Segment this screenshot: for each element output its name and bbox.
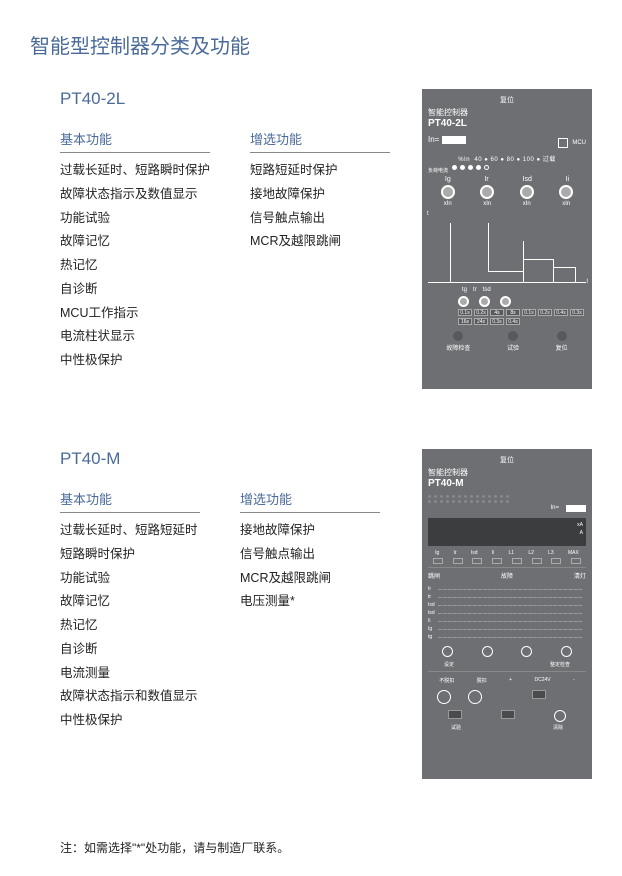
dev-model: PT40-2L <box>428 118 586 129</box>
list-item: 过载长延时、短路瞬时保护 <box>60 159 210 183</box>
setting-grid: 0.1s0.2s4s8s0.1s0.2s0.4s0.3s16s24s0.3s0.… <box>428 309 586 325</box>
port-clear[interactable] <box>554 710 566 722</box>
reset-label: 复位 <box>428 95 586 105</box>
list-item: 短路瞬时保护 <box>60 543 200 567</box>
list-item: 故障记忆 <box>60 590 200 614</box>
basic-title: 基本功能 <box>60 129 210 153</box>
dial-ir[interactable] <box>480 185 494 199</box>
device-panel-2l: 复位 智能控制器 PT40-2L In= MCU %In 40 ● 60 ● 8… <box>422 89 592 389</box>
optional-list: 接地故障保护信号触点输出MCR及越限跳闸电压测量* <box>240 519 380 614</box>
device-panel-m: 复位 智能控制器 PT40-M In= xAA IgIrIsdIiL1L2L3M… <box>422 449 592 779</box>
port-labels: 试验清除 <box>428 724 586 731</box>
list-item: 电压测量* <box>240 590 380 614</box>
list-item: 中性极保护 <box>60 709 200 733</box>
in-blank <box>566 505 586 512</box>
trip-curve: t I <box>428 213 586 283</box>
list-item: 自诊断 <box>60 278 210 302</box>
axis-y: t <box>427 211 429 217</box>
list-item: 电流柱状显示 <box>60 325 210 349</box>
panel-button[interactable]: 复位 <box>556 331 568 352</box>
dial-3[interactable] <box>521 646 532 657</box>
dial-labels: IgIrIsdIi <box>428 176 586 183</box>
axis-x: I <box>586 279 588 285</box>
xin-row: xInxInxInxIn <box>428 201 586 207</box>
list-item: 功能试验 <box>60 207 210 231</box>
dot-matrix: In= <box>428 495 586 512</box>
list-item: 信号触点输出 <box>240 543 380 567</box>
list-item: 故障状态指示及数值显示 <box>60 183 210 207</box>
dial-ig[interactable] <box>441 185 455 199</box>
basic-list: 过载长延时、短路短延时短路瞬时保护功能试验故障记忆热记忆自诊断电流测量故障状态指… <box>60 519 200 733</box>
led-row <box>452 165 489 170</box>
section-pt40-2l: PT40-2L 基本功能 过载长延时、短路瞬时保护故障状态指示及数值显示功能试验… <box>30 89 592 389</box>
optional-title: 增选功能 <box>250 129 390 153</box>
panel-button[interactable]: 试验 <box>507 331 519 352</box>
mcu-label: MCU <box>572 140 586 146</box>
dev-title: 智能控制器 <box>428 107 586 118</box>
port-dc24v[interactable] <box>532 690 546 699</box>
pct-row: %In 40 ● 60 ● 80 ● 100 ● 过载 <box>428 154 586 163</box>
list-item: 接地故障保护 <box>250 183 390 207</box>
dial-tr[interactable] <box>479 296 490 307</box>
page-title: 智能型控制器分类及功能 <box>30 30 592 59</box>
panel-button[interactable]: 故障检查 <box>446 331 470 352</box>
dial-label-row: 设定整定检查 <box>428 661 586 668</box>
dial-tsd[interactable] <box>500 296 511 307</box>
pct-label: %In <box>458 157 470 163</box>
basic-list: 过载长延时、短路瞬时保护故障状态指示及数值显示功能试验故障记忆热记忆自诊断MCU… <box>60 159 210 373</box>
lcd-unit: xA <box>577 521 583 529</box>
list-item: MCR及越限跳闸 <box>240 567 380 591</box>
list-item: 故障状态指示和数值显示 <box>60 685 200 709</box>
dial-2[interactable] <box>482 646 493 657</box>
list-item: 过载长延时、短路短延时 <box>60 519 200 543</box>
button-row: 故障检查 试验 复位 <box>428 331 586 352</box>
list-item: 中性极保护 <box>60 349 210 373</box>
list-item: 电流测量 <box>60 662 200 686</box>
list-item: 功能试验 <box>60 567 200 591</box>
basic-title: 基本功能 <box>60 489 200 513</box>
dev-model: PT40-M <box>428 478 586 489</box>
bottom-dial-labels: tgtrtsd <box>428 287 586 293</box>
port-no-trip[interactable] <box>437 690 451 704</box>
dev-title: 智能控制器 <box>428 467 586 478</box>
list-item: 接地故障保护 <box>240 519 380 543</box>
clear-lamp-label: 清灯 <box>574 571 586 580</box>
port-trip[interactable] <box>468 690 482 704</box>
dial-set[interactable] <box>442 646 453 657</box>
in-label: In= <box>550 505 559 512</box>
reset-label: 复位 <box>428 455 586 465</box>
optional-title: 增选功能 <box>240 489 380 513</box>
model-name: PT40-2L <box>60 89 422 109</box>
list-item: 信号触点输出 <box>250 207 390 231</box>
trip-label: 跳闸 <box>428 571 440 580</box>
lcd-unit: A <box>577 529 583 537</box>
model-name: PT40-M <box>60 449 422 469</box>
in-blank <box>442 136 466 144</box>
dial-check[interactable] <box>561 646 572 657</box>
dial-row <box>428 185 586 199</box>
dial-tg[interactable] <box>458 296 469 307</box>
list-item: 短路短延时保护 <box>250 159 390 183</box>
footnote: 注：如需选择"*"处功能，请与制造厂联系。 <box>30 839 592 856</box>
in-label: In= <box>428 135 439 144</box>
list-item: 自诊断 <box>60 638 200 662</box>
port-mid[interactable] <box>501 710 515 719</box>
dial-ii[interactable] <box>559 185 573 199</box>
port-test[interactable] <box>448 710 462 719</box>
mcu-indicator <box>558 138 568 148</box>
section-pt40-m: PT40-M 基本功能 过载长延时、短路短延时短路瞬时保护功能试验故障记忆热记忆… <box>30 449 592 779</box>
list-item: 热记忆 <box>60 254 210 278</box>
load-label: 负荷电流 <box>428 167 448 174</box>
optional-list: 短路短延时保护接地故障保护信号触点输出MCR及越限跳闸 <box>250 159 390 254</box>
list-item: MCU工作指示 <box>60 302 210 326</box>
list-item: MCR及越限跳闸 <box>250 230 390 254</box>
meter-labels: IgIrIsdIiL1L2L3MAX <box>428 550 586 556</box>
list-item: 热记忆 <box>60 614 200 638</box>
bottom-labels: 不脱扣脱扣+DC24V- <box>428 677 586 684</box>
dial-isd[interactable] <box>520 185 534 199</box>
fault-label: 故障 <box>501 571 513 580</box>
trip-curve-m: IrtrIsdtsdIiIgtg <box>428 582 586 642</box>
list-item: 故障记忆 <box>60 230 210 254</box>
lcd-display: xAA <box>428 518 586 546</box>
